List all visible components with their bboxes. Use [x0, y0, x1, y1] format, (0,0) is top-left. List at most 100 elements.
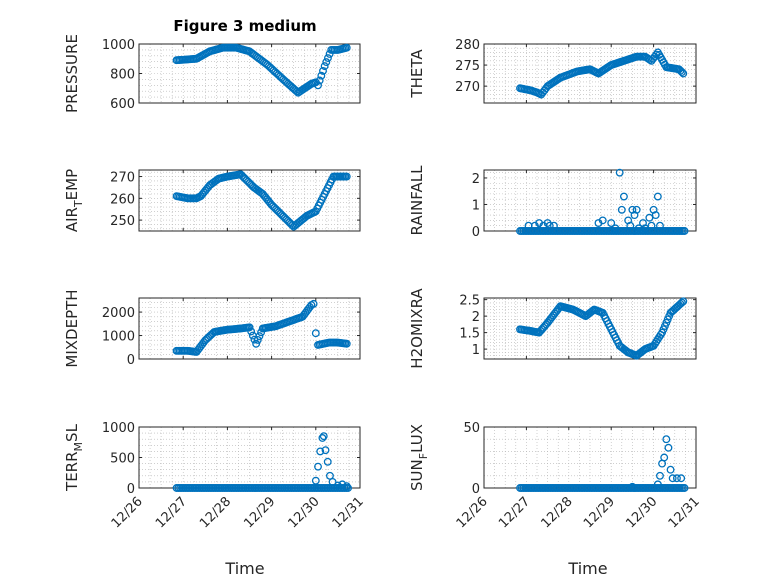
axes-frame: [138, 297, 361, 360]
y-tick-label: 800: [110, 68, 135, 83]
data-point: [615, 168, 624, 177]
data-series: [172, 299, 351, 356]
data-point: [632, 205, 641, 214]
data-series: [516, 435, 689, 492]
data-point: [647, 221, 656, 230]
y-tick-label: 1: [472, 343, 480, 358]
subplot-rainfall: 0 1 2 RAINFALL: [408, 165, 697, 240]
axes-frame: [483, 297, 697, 360]
data-point: [680, 484, 689, 492]
data-point: [679, 69, 688, 78]
subplot-h2omixra: 11.5 22.5 H2OMIXRA: [408, 288, 697, 369]
data-point: [677, 298, 686, 307]
data-point: [342, 172, 351, 181]
data-point: [677, 68, 686, 77]
data-point: [324, 54, 332, 62]
y-tick-label: 1: [472, 198, 480, 213]
x-axis-label-right: Time: [567, 559, 607, 578]
y-tick-label: 270: [110, 171, 135, 186]
y-axis-label: AIRTEMP: [63, 169, 85, 232]
data-point: [679, 297, 688, 306]
y-tick-label: 2: [472, 172, 480, 187]
y-tick-label: 250: [110, 214, 135, 229]
y-tick-label: 1000: [102, 330, 135, 345]
data-point: [245, 323, 254, 332]
data-point: [662, 435, 671, 444]
data-point: [666, 465, 675, 474]
y-tick-label: 1000: [102, 38, 135, 53]
data-point: [672, 474, 681, 483]
y-axis-label: H2OMIXRA: [408, 288, 426, 369]
data-point: [252, 339, 261, 348]
data-point: [653, 480, 662, 489]
data-point: [653, 192, 662, 201]
subplot-mixdepth: 0 1000 2000 MIXDEPTH: [63, 289, 361, 368]
data-point: [316, 447, 325, 456]
y-axis-label: THETA: [408, 49, 426, 99]
data-point: [344, 484, 353, 492]
data-point: [322, 58, 331, 67]
y-tick-label: 0: [127, 482, 135, 497]
data-point: [611, 224, 620, 233]
y-tick-label: 2.5: [459, 294, 480, 309]
y-axis-label: PRESSURE: [63, 34, 81, 113]
data-point: [333, 481, 342, 490]
y-axis-label: RAINFALL: [408, 165, 426, 236]
data-series: [516, 297, 688, 360]
y-tick-label: 0: [472, 225, 480, 240]
y-tick-label: 260: [110, 192, 135, 207]
data-point: [342, 339, 351, 348]
data-point: [626, 221, 635, 230]
data-point: [660, 453, 669, 462]
data-series: [172, 432, 353, 492]
data-point: [338, 480, 347, 489]
data-point: [311, 329, 320, 338]
data-point: [319, 66, 327, 75]
data-point: [598, 216, 607, 225]
data-series: [172, 170, 351, 231]
x-axis-label-left: Time: [224, 559, 264, 578]
y-tick-label: 275: [455, 59, 480, 74]
y-tick-label: 500: [110, 452, 135, 467]
data-series: [172, 43, 351, 97]
data-point: [314, 81, 322, 90]
subplot-theta: 270 275 280 THETA: [408, 38, 697, 104]
y-tick-label: 50: [463, 421, 480, 436]
data-series: [516, 48, 688, 99]
data-point: [342, 482, 351, 491]
data-point: [255, 332, 264, 341]
data-series: [516, 168, 689, 235]
data-point: [550, 221, 558, 230]
y-tick-label: 270: [455, 80, 480, 95]
y-tick-label: 0: [472, 482, 480, 497]
data-point: [668, 474, 677, 483]
axes-frame: [483, 43, 697, 104]
data-point: [677, 474, 686, 483]
data-point: [328, 477, 337, 486]
y-tick-label: 1000: [102, 421, 135, 436]
y-axis-label: TERRMSL: [63, 423, 85, 492]
figure-title: Figure 3 medium: [173, 17, 316, 35]
data-point: [315, 76, 324, 85]
y-axis-label: SUNFLUX: [408, 424, 430, 491]
y-tick-label: 0: [127, 353, 135, 368]
data-point: [323, 457, 332, 466]
subplot-pressure: 600 800 1000 PRESSURE: [63, 34, 361, 113]
data-point: [317, 71, 326, 80]
data-point: [545, 221, 554, 230]
data-point: [319, 432, 328, 441]
data-point: [321, 446, 330, 455]
data-point: [309, 299, 318, 308]
data-point: [342, 43, 351, 52]
y-axis-label: MIXDEPTH: [63, 289, 81, 367]
y-tick-label: 1.5: [459, 327, 480, 342]
data-point: [628, 482, 637, 491]
data-point: [311, 476, 320, 485]
data-point: [607, 219, 616, 227]
data-point: [645, 213, 654, 222]
data-point: [619, 192, 628, 201]
y-tick-label: 280: [455, 38, 480, 53]
